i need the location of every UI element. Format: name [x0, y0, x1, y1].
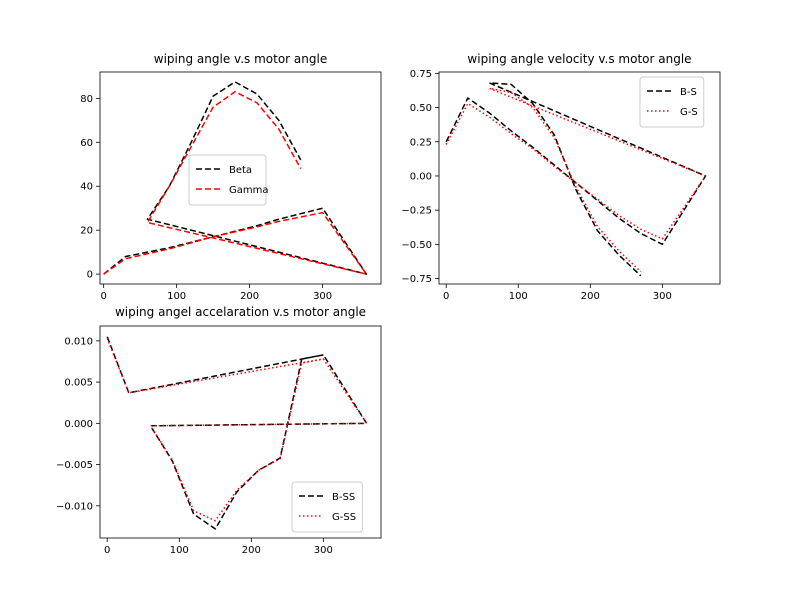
series-line-g-ss: [106, 338, 368, 522]
axes-frame: [438, 71, 721, 285]
axes-frame: [99, 71, 382, 285]
y-tick-label: −0.005: [56, 460, 93, 471]
x-tick-label: 100: [167, 291, 186, 302]
legend: B-SS G-SS: [291, 481, 363, 533]
y-tick-label: −0.010: [56, 501, 93, 512]
y-tick-label: −0.25: [401, 206, 432, 217]
chart-wiping-angle: wiping angle v.s motor angle 0 100 200 3000…: [80, 52, 382, 302]
y-tick-label: 60: [80, 138, 93, 149]
chart-title: wiping angle v.s motor angle: [154, 52, 327, 66]
x-tick-label: 0: [443, 291, 449, 302]
chart-title: wiping angle velocity v.s motor angle: [467, 52, 691, 66]
plot-area: [106, 336, 368, 530]
x-tick-label: 200: [242, 545, 261, 556]
y-tick-label: 0.000: [64, 419, 93, 430]
x-tick-label: 300: [313, 291, 332, 302]
y-tick-label: 0.010: [64, 336, 93, 347]
chart-wiping-angle-velocity: wiping angle velocity v.s motor angle 0 1…: [401, 52, 721, 302]
y-tick-label: 20: [80, 226, 93, 237]
x-tick-label: 100: [170, 545, 189, 556]
x-tick-label: 200: [581, 291, 600, 302]
legend: Beta Gamma: [188, 154, 269, 206]
legend-label: G-SS: [332, 512, 356, 523]
legend-label: G-S: [680, 107, 698, 118]
legend-box: [639, 76, 705, 128]
x-tick-label: 100: [509, 291, 528, 302]
plot-area: [445, 82, 707, 277]
plot-area: [103, 81, 368, 275]
legend-label: Beta: [229, 165, 252, 176]
legend-box: [188, 154, 267, 206]
x-tick-label: 300: [653, 291, 672, 302]
legend-label: B-S: [680, 87, 697, 98]
x-tick-label: 0: [104, 545, 110, 556]
y-tick-label: 0.75: [410, 69, 432, 80]
chart-title: wiping angel accelaration v.s motor angl…: [115, 305, 366, 319]
y-tick-label: 80: [80, 94, 93, 105]
axes-ticks: 0 100 200 300 −0.75 −0.50 −0.25 0.00 0.25 0.50 0.7…: [401, 69, 672, 302]
legend: B-S G-S: [639, 76, 705, 128]
axes-ticks: 0 100 200 300 0 20 40 60 80: [80, 94, 332, 302]
series-line-gamma: [103, 91, 368, 275]
legend-label: B-SS: [332, 492, 355, 503]
y-tick-label: 0.00: [410, 171, 432, 182]
y-tick-label: 0.25: [410, 137, 432, 148]
chart-wiping-angel-accelaration: wiping angel accelaration v.s motor angl…: [56, 305, 382, 556]
x-tick-label: 200: [240, 291, 259, 302]
y-tick-label: −0.75: [401, 274, 432, 285]
series-line-g-s: [445, 87, 707, 273]
y-tick-label: 0.005: [64, 378, 93, 389]
legend-box: [291, 481, 363, 533]
x-tick-label: 0: [100, 291, 106, 302]
legend-label: Gamma: [229, 185, 269, 196]
y-tick-label: 0.50: [410, 103, 432, 114]
y-tick-label: 0: [87, 270, 93, 281]
y-tick-label: −0.50: [401, 240, 432, 251]
axes-frame: [99, 325, 382, 539]
x-tick-label: 300: [314, 545, 333, 556]
y-tick-label: 40: [80, 182, 93, 193]
axes-ticks: 0 100 200 300 −0.010 −0.005 0.000 0.005 0.010: [56, 336, 333, 556]
